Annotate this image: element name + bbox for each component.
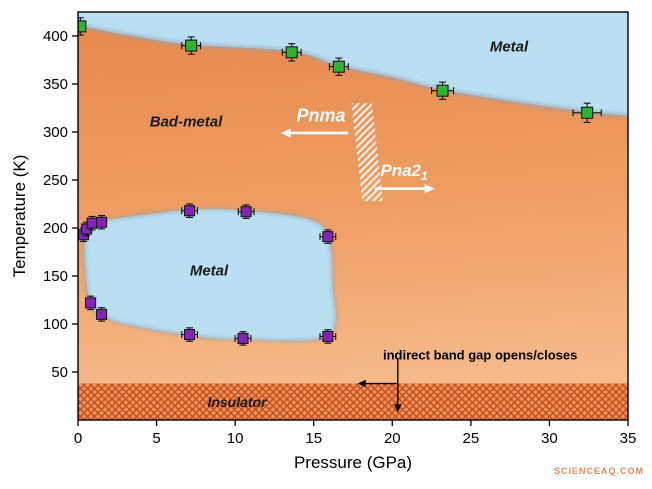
svg-text:350: 350 [43,76,68,93]
svg-text:20: 20 [384,430,401,447]
svg-text:250: 250 [43,172,68,189]
svg-text:5: 5 [152,430,160,447]
svg-text:300: 300 [43,124,68,141]
svg-text:400: 400 [43,28,68,45]
svg-text:25: 25 [463,430,480,447]
svg-text:35: 35 [620,430,637,447]
svg-text:10: 10 [227,430,244,447]
svg-text:15: 15 [305,430,322,447]
svg-text:50: 50 [51,364,68,381]
svg-text:30: 30 [541,430,558,447]
svg-text:200: 200 [43,220,68,237]
svg-text:100: 100 [43,316,68,333]
svg-text:150: 150 [43,268,68,285]
svg-text:0: 0 [74,430,82,447]
